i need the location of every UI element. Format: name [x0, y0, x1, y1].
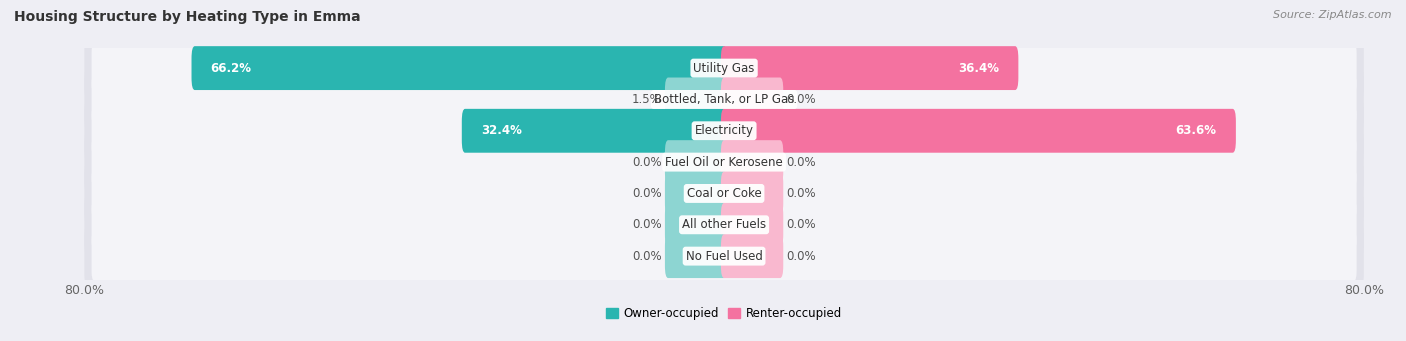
- FancyBboxPatch shape: [91, 201, 1357, 249]
- Text: All other Fuels: All other Fuels: [682, 218, 766, 231]
- FancyBboxPatch shape: [84, 35, 1364, 101]
- FancyBboxPatch shape: [721, 203, 783, 247]
- Text: Bottled, Tank, or LP Gas: Bottled, Tank, or LP Gas: [654, 93, 794, 106]
- FancyBboxPatch shape: [721, 140, 783, 184]
- FancyBboxPatch shape: [665, 203, 727, 247]
- FancyBboxPatch shape: [84, 130, 1364, 195]
- FancyBboxPatch shape: [665, 172, 727, 216]
- FancyBboxPatch shape: [91, 169, 1357, 218]
- Text: 66.2%: 66.2%: [211, 62, 252, 75]
- Text: 0.0%: 0.0%: [786, 187, 815, 200]
- FancyBboxPatch shape: [84, 224, 1364, 289]
- FancyBboxPatch shape: [91, 106, 1357, 155]
- FancyBboxPatch shape: [84, 98, 1364, 163]
- Text: Fuel Oil or Kerosene: Fuel Oil or Kerosene: [665, 155, 783, 168]
- FancyBboxPatch shape: [721, 46, 1018, 90]
- Text: 36.4%: 36.4%: [957, 62, 1000, 75]
- Text: Coal or Coke: Coal or Coke: [686, 187, 762, 200]
- Text: Utility Gas: Utility Gas: [693, 62, 755, 75]
- Text: 63.6%: 63.6%: [1175, 124, 1216, 137]
- FancyBboxPatch shape: [91, 75, 1357, 124]
- Text: 0.0%: 0.0%: [633, 155, 662, 168]
- FancyBboxPatch shape: [84, 67, 1364, 132]
- FancyBboxPatch shape: [721, 234, 783, 278]
- FancyBboxPatch shape: [721, 109, 1236, 153]
- FancyBboxPatch shape: [91, 138, 1357, 187]
- Text: Housing Structure by Heating Type in Emma: Housing Structure by Heating Type in Emm…: [14, 10, 361, 24]
- FancyBboxPatch shape: [665, 77, 727, 121]
- Text: 0.0%: 0.0%: [633, 250, 662, 263]
- Text: 0.0%: 0.0%: [786, 250, 815, 263]
- Text: No Fuel Used: No Fuel Used: [686, 250, 762, 263]
- Text: 1.5%: 1.5%: [631, 93, 662, 106]
- FancyBboxPatch shape: [84, 161, 1364, 226]
- Text: Electricity: Electricity: [695, 124, 754, 137]
- Text: 0.0%: 0.0%: [786, 218, 815, 231]
- FancyBboxPatch shape: [91, 232, 1357, 281]
- FancyBboxPatch shape: [721, 77, 783, 121]
- FancyBboxPatch shape: [191, 46, 727, 90]
- Text: 0.0%: 0.0%: [633, 218, 662, 231]
- Text: 0.0%: 0.0%: [786, 155, 815, 168]
- Text: Source: ZipAtlas.com: Source: ZipAtlas.com: [1274, 10, 1392, 20]
- Text: 0.0%: 0.0%: [786, 93, 815, 106]
- FancyBboxPatch shape: [91, 44, 1357, 92]
- Text: 32.4%: 32.4%: [481, 124, 522, 137]
- FancyBboxPatch shape: [665, 140, 727, 184]
- FancyBboxPatch shape: [461, 109, 727, 153]
- Legend: Owner-occupied, Renter-occupied: Owner-occupied, Renter-occupied: [600, 302, 848, 325]
- FancyBboxPatch shape: [665, 234, 727, 278]
- Text: 0.0%: 0.0%: [633, 187, 662, 200]
- FancyBboxPatch shape: [84, 192, 1364, 257]
- FancyBboxPatch shape: [721, 172, 783, 216]
